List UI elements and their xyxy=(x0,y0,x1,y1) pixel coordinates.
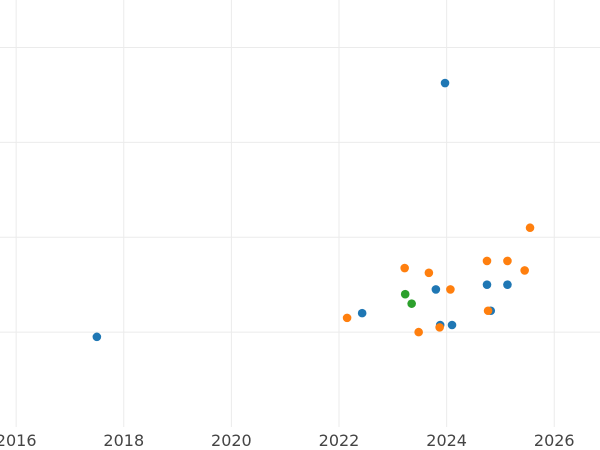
data-point-series-1 xyxy=(357,308,367,318)
x-axis-tick-labels: 2016 2018 2020 2022 2024 2026 xyxy=(0,431,575,450)
x-tick-label: 2026 xyxy=(534,431,575,450)
x-tick-label: 2024 xyxy=(426,431,467,450)
data-point-series-2 xyxy=(446,285,455,294)
x-tick-label: 2018 xyxy=(103,431,144,450)
data-point-series-2 xyxy=(424,268,434,278)
data-point-series-1 xyxy=(440,78,450,88)
data-points xyxy=(92,78,535,342)
data-point-series-1 xyxy=(503,280,512,289)
data-point-series-2 xyxy=(435,323,444,332)
data-point-series-2 xyxy=(520,266,529,275)
data-point-series-1 xyxy=(431,285,441,294)
data-point-series-2 xyxy=(482,256,492,266)
x-tick-label: 2022 xyxy=(319,431,360,450)
grid xyxy=(0,0,600,427)
data-point-series-1 xyxy=(92,332,102,342)
data-point-series-1 xyxy=(482,280,492,289)
data-point-series-2 xyxy=(414,327,423,337)
data-point-series-2 xyxy=(483,306,493,316)
data-point-series-2 xyxy=(503,256,512,266)
x-tick-label: 2016 xyxy=(0,431,37,450)
data-point-series-2 xyxy=(342,313,352,323)
x-tick-label: 2020 xyxy=(211,431,252,450)
data-point-series-1 xyxy=(447,320,457,330)
data-point-series-3 xyxy=(407,299,416,308)
data-point-series-3 xyxy=(400,289,410,299)
data-point-series-2 xyxy=(525,223,535,233)
data-point-series-2 xyxy=(400,263,409,273)
